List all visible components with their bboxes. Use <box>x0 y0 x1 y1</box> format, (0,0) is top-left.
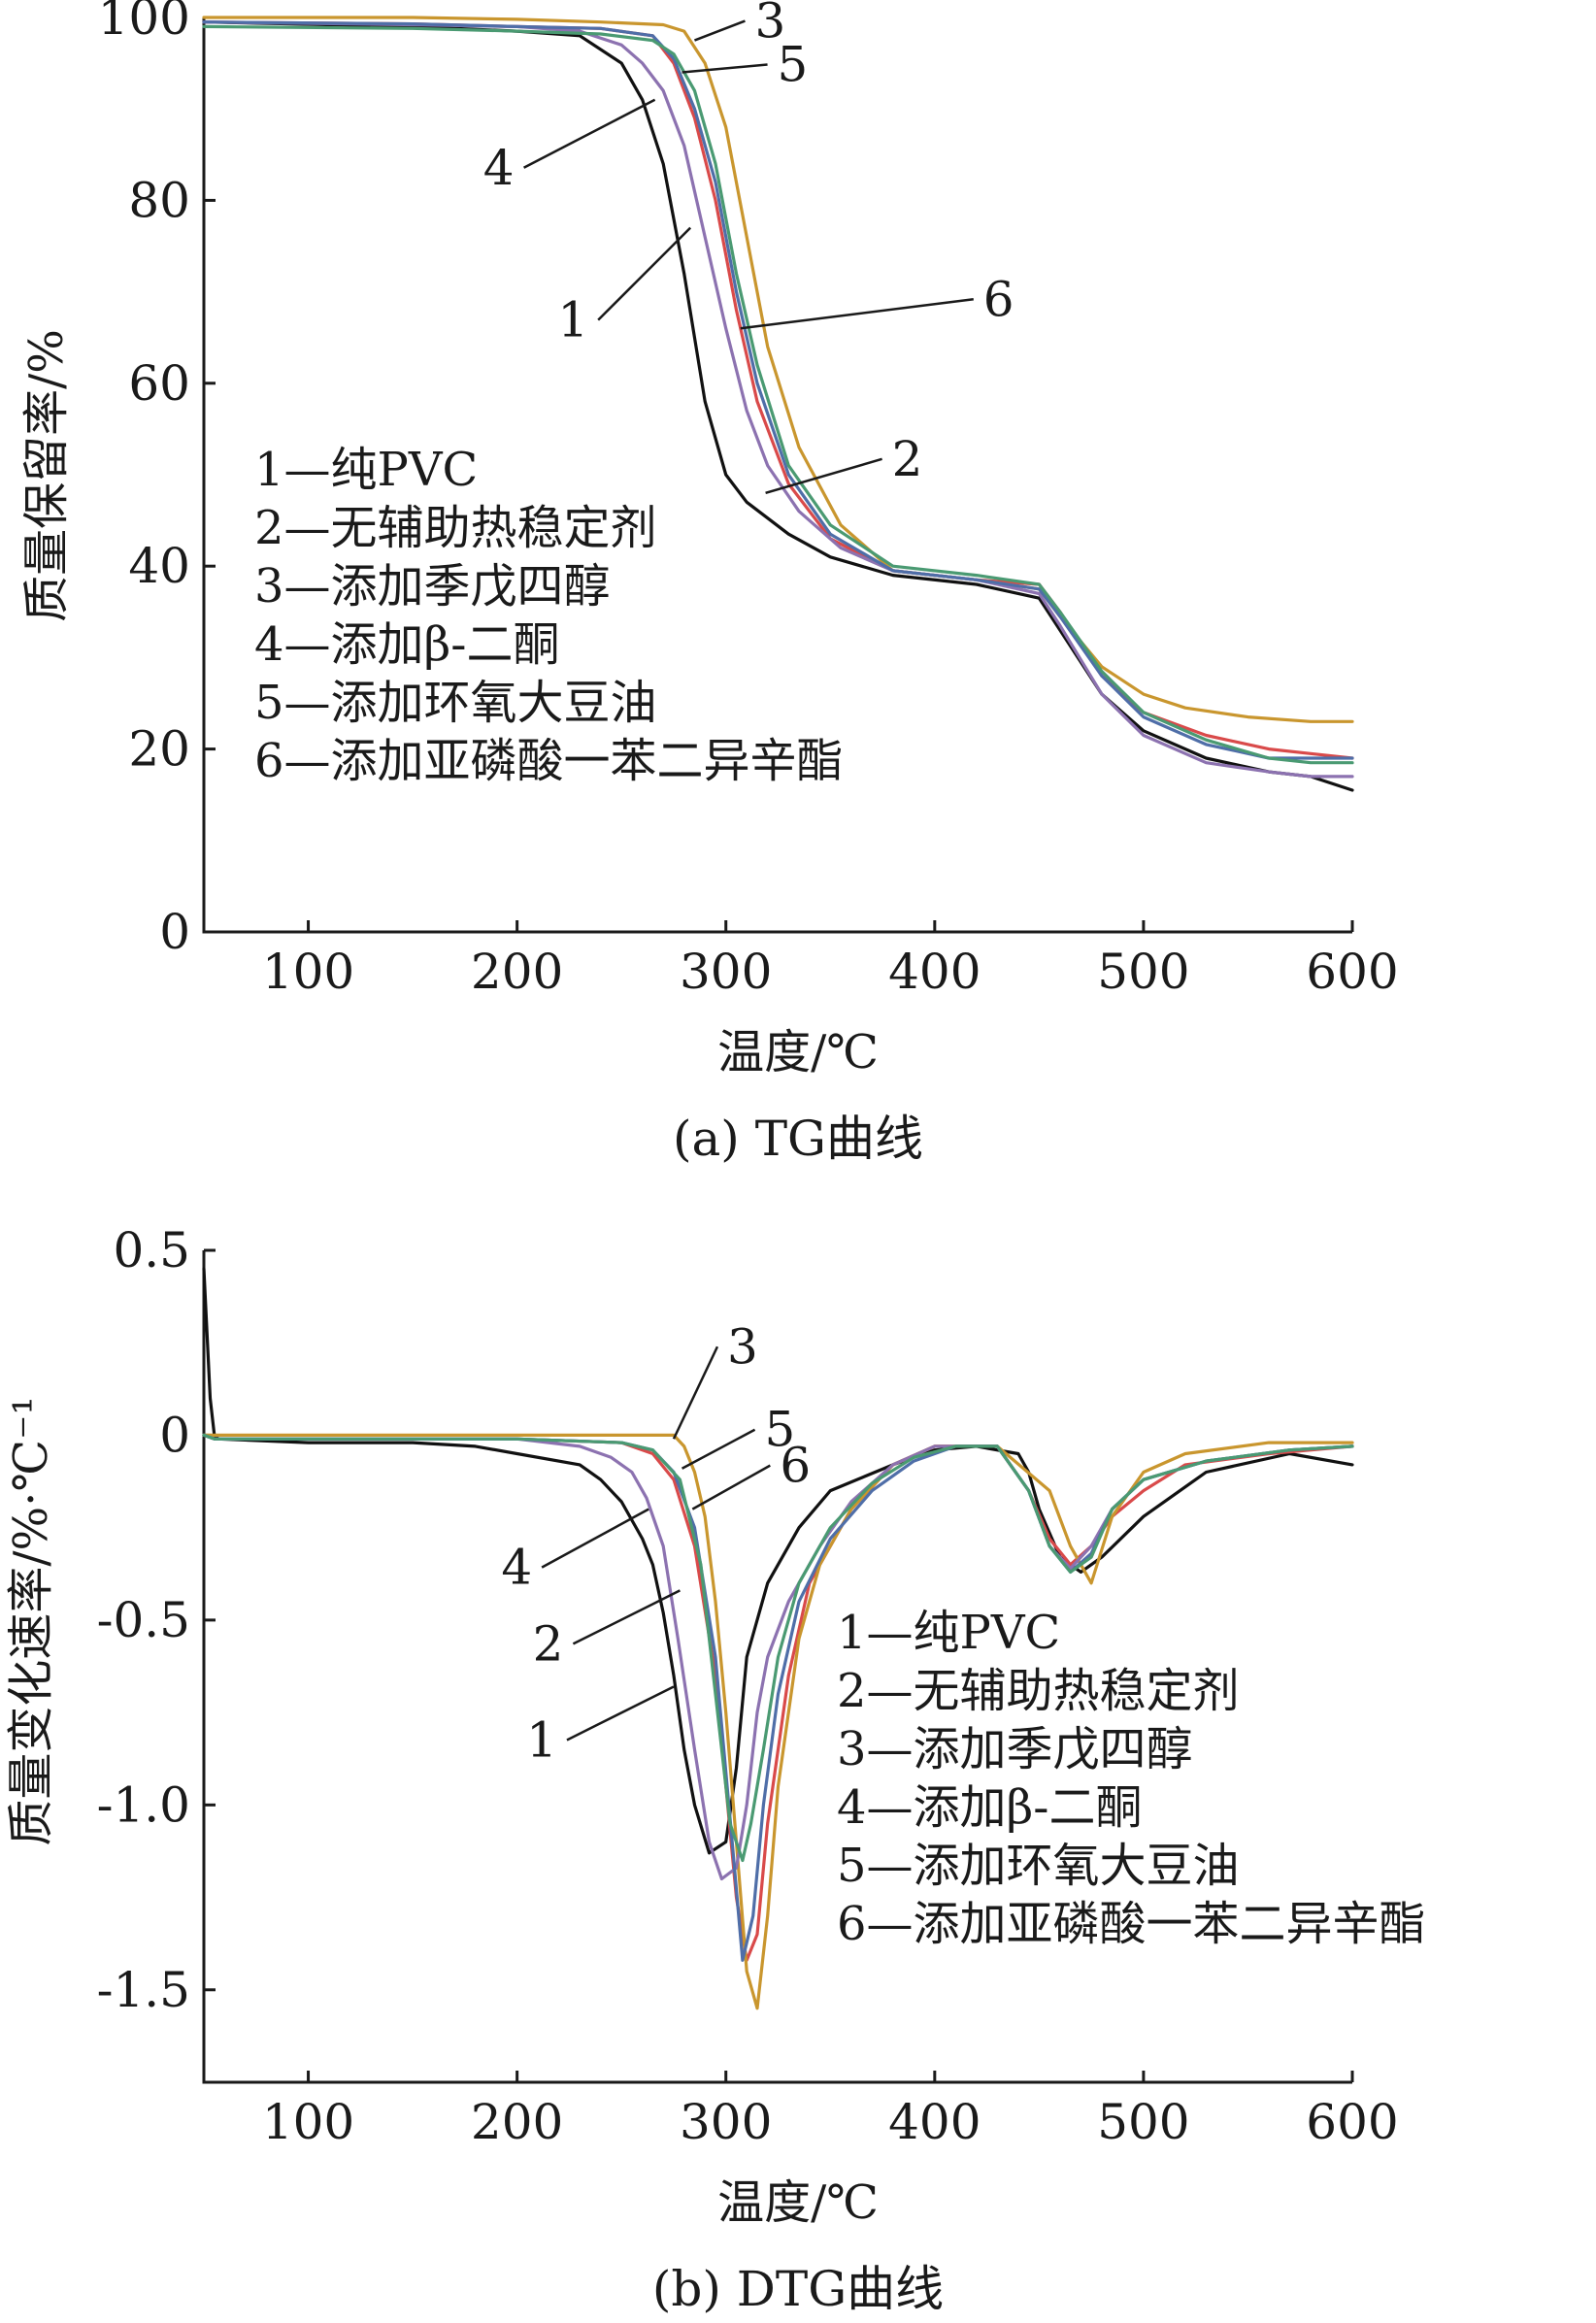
dtg-legend-entry: 1—纯PVC <box>837 1606 1060 1660</box>
dtg-callout-leader <box>681 1428 756 1470</box>
dtg-callout-label: 3 <box>727 1318 758 1375</box>
tg-x-tick-label: 300 <box>680 944 772 1000</box>
tg-series-5-line <box>202 20 1354 760</box>
tg-series-1-line <box>202 20 1354 792</box>
dtg-callout-label: 1 <box>526 1711 557 1768</box>
dtg-x-tick-label: 500 <box>1097 2094 1189 2150</box>
tg-x-tick-label: 500 <box>1097 944 1189 1000</box>
tg-y-tick-label: 100 <box>98 0 190 46</box>
tg-legend-entry: 1—纯PVC <box>254 443 478 497</box>
dtg-legend-entry: 3—添加季戊四醇 <box>837 1722 1193 1776</box>
tg-y-tick-label: 40 <box>128 538 190 594</box>
tg-callout-leader <box>740 298 974 330</box>
tg-x-tick-label: 600 <box>1306 944 1398 1000</box>
tg-x-tick-label: 400 <box>888 944 981 1000</box>
dtg-series-6-line <box>202 1433 1354 1863</box>
dtg-axes <box>202 1250 1352 2084</box>
dtg-callout-label: 4 <box>501 1540 532 1596</box>
tg-x-tick-label: 200 <box>471 944 563 1000</box>
tg-y-axis-title: 质量保留率/% <box>19 329 74 622</box>
dtg-callout-leader <box>566 1685 675 1742</box>
tg-x-tick-label: 100 <box>262 944 354 1000</box>
dtg-callout-label: 6 <box>780 1438 811 1494</box>
tg-callout-label: 4 <box>483 140 515 196</box>
dtg-legend-entry: 5—添加环氧大豆油 <box>837 1839 1240 1893</box>
dtg-callout-leader <box>672 1345 719 1440</box>
dtg-y-axis-title: 质量变化速率/%·℃⁻¹ <box>4 1396 58 1845</box>
dtg-y-tick-label: -0.5 <box>97 1592 190 1648</box>
dtg-series-4-line <box>202 1433 1354 1881</box>
dtg-callout-label: 2 <box>533 1615 564 1672</box>
dtg-x-tick-label: 100 <box>262 2094 354 2150</box>
tg-series-6-line <box>202 24 1354 765</box>
tg-y-tick-label: 60 <box>128 355 190 412</box>
dtg-y-tick-label: -1.0 <box>97 1776 190 1833</box>
dtg-legend-entry: 2—无辅助热稳定剂 <box>837 1664 1240 1718</box>
tg-callout-leader <box>682 63 768 74</box>
tg-callout-label: 5 <box>778 37 809 93</box>
dtg-callout-leader <box>572 1589 681 1645</box>
tg-callout-label: 3 <box>754 0 785 50</box>
tg-callout-leader <box>765 457 882 495</box>
dtg-chart: (b) DTG曲线 温度/℃ 质量变化速率/%·℃⁻¹ 100 200 300 400… <box>4 1222 1426 2317</box>
tg-y-tick-label: 80 <box>128 172 190 228</box>
tg-callout-label: 2 <box>892 431 923 487</box>
dtg-x-tick-label: 200 <box>471 2094 563 2150</box>
dtg-x-tick-label: 600 <box>1306 2094 1398 2150</box>
dtg-y-tick-label: -1.5 <box>97 1962 190 2018</box>
dtg-callout-leader <box>691 1464 771 1510</box>
dtg-x-axis-title: 温度/℃ <box>717 2175 879 2230</box>
tg-chart: (a) TG曲线 温度/℃ 质量保留率/% 100 200 300 400 500 600… <box>19 0 1399 1167</box>
tg-series-3-line <box>202 16 1354 723</box>
dtg-y-tick-label: 0.5 <box>113 1222 190 1278</box>
tg-y-tick-label: 20 <box>128 721 190 778</box>
dtg-callout-label: 5 <box>765 1402 796 1458</box>
dtg-x-tick-label: 300 <box>680 2094 772 2150</box>
tg-legend-entry: 5—添加环氧大豆油 <box>254 676 657 730</box>
tg-legend-entry: 2—无辅助热稳定剂 <box>254 501 657 555</box>
tg-callout-label: 1 <box>557 292 588 348</box>
dtg-legend-entry: 4—添加β-二酮 <box>837 1780 1143 1835</box>
tg-y-tick-label: 0 <box>159 904 190 960</box>
dtg-chart-caption: (b) DTG曲线 <box>652 2261 944 2317</box>
tg-legend-entry: 3—添加季戊四醇 <box>254 559 611 614</box>
tg-callout-leader <box>523 98 656 169</box>
tg-x-axis-title: 温度/℃ <box>717 1025 879 1079</box>
dtg-x-tick-label: 400 <box>888 2094 981 2150</box>
tg-callout-leader <box>694 19 746 42</box>
dtg-callout-leader <box>541 1508 649 1569</box>
dtg-legend-entry: 6—添加亚磷酸一苯二异辛酯 <box>837 1897 1426 1951</box>
tg-callout-leader <box>597 226 692 321</box>
dtg-series-3-line <box>202 1433 1354 2010</box>
tg-legend-entry: 4—添加β-二酮 <box>254 617 560 672</box>
tg-chart-caption: (a) TG曲线 <box>673 1111 923 1167</box>
tg-callout-label: 6 <box>983 271 1014 327</box>
dtg-y-tick-label: 0 <box>159 1407 190 1463</box>
tg-legend-entry: 6—添加亚磷酸一苯二异辛酯 <box>254 734 844 788</box>
